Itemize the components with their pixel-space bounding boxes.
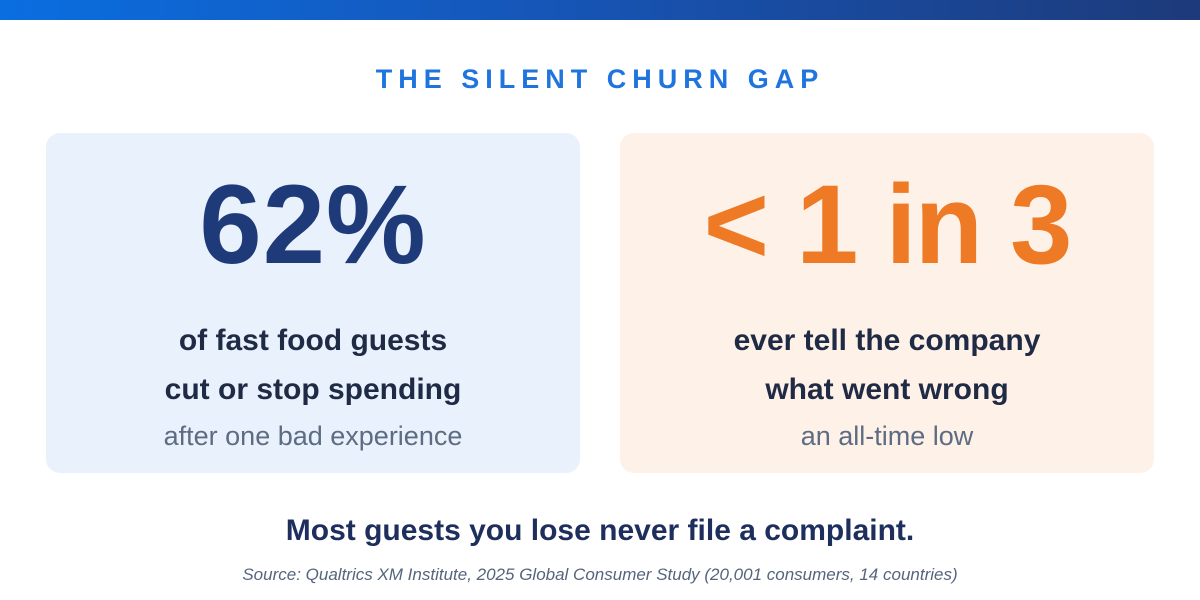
summary-tagline: Most guests you lose never file a compla… bbox=[285, 514, 915, 547]
stat-card-spending: 62% of fast food guests cut or stop spen… bbox=[46, 133, 580, 473]
stat-value: < 1 in 3 bbox=[703, 162, 1073, 287]
stat-description-line-1: of fast food guests bbox=[178, 324, 448, 357]
top-accent-bar bbox=[0, 0, 1200, 20]
stat-value: 62% bbox=[199, 162, 427, 287]
stat-card-feedback: < 1 in 3 ever tell the company what went… bbox=[620, 133, 1154, 473]
stat-subtext: an all-time low bbox=[800, 421, 974, 451]
stat-description-line-2: what went wrong bbox=[765, 373, 1009, 406]
stat-subtext: after one bad experience bbox=[163, 421, 463, 451]
stat-description-line-1: ever tell the company bbox=[733, 324, 1041, 357]
page-title: THE SILENT CHURN GAP bbox=[375, 64, 825, 94]
stat-description-line-2: cut or stop spending bbox=[164, 373, 462, 406]
source-citation: Source: Qualtrics XM Institute, 2025 Glo… bbox=[242, 565, 958, 584]
